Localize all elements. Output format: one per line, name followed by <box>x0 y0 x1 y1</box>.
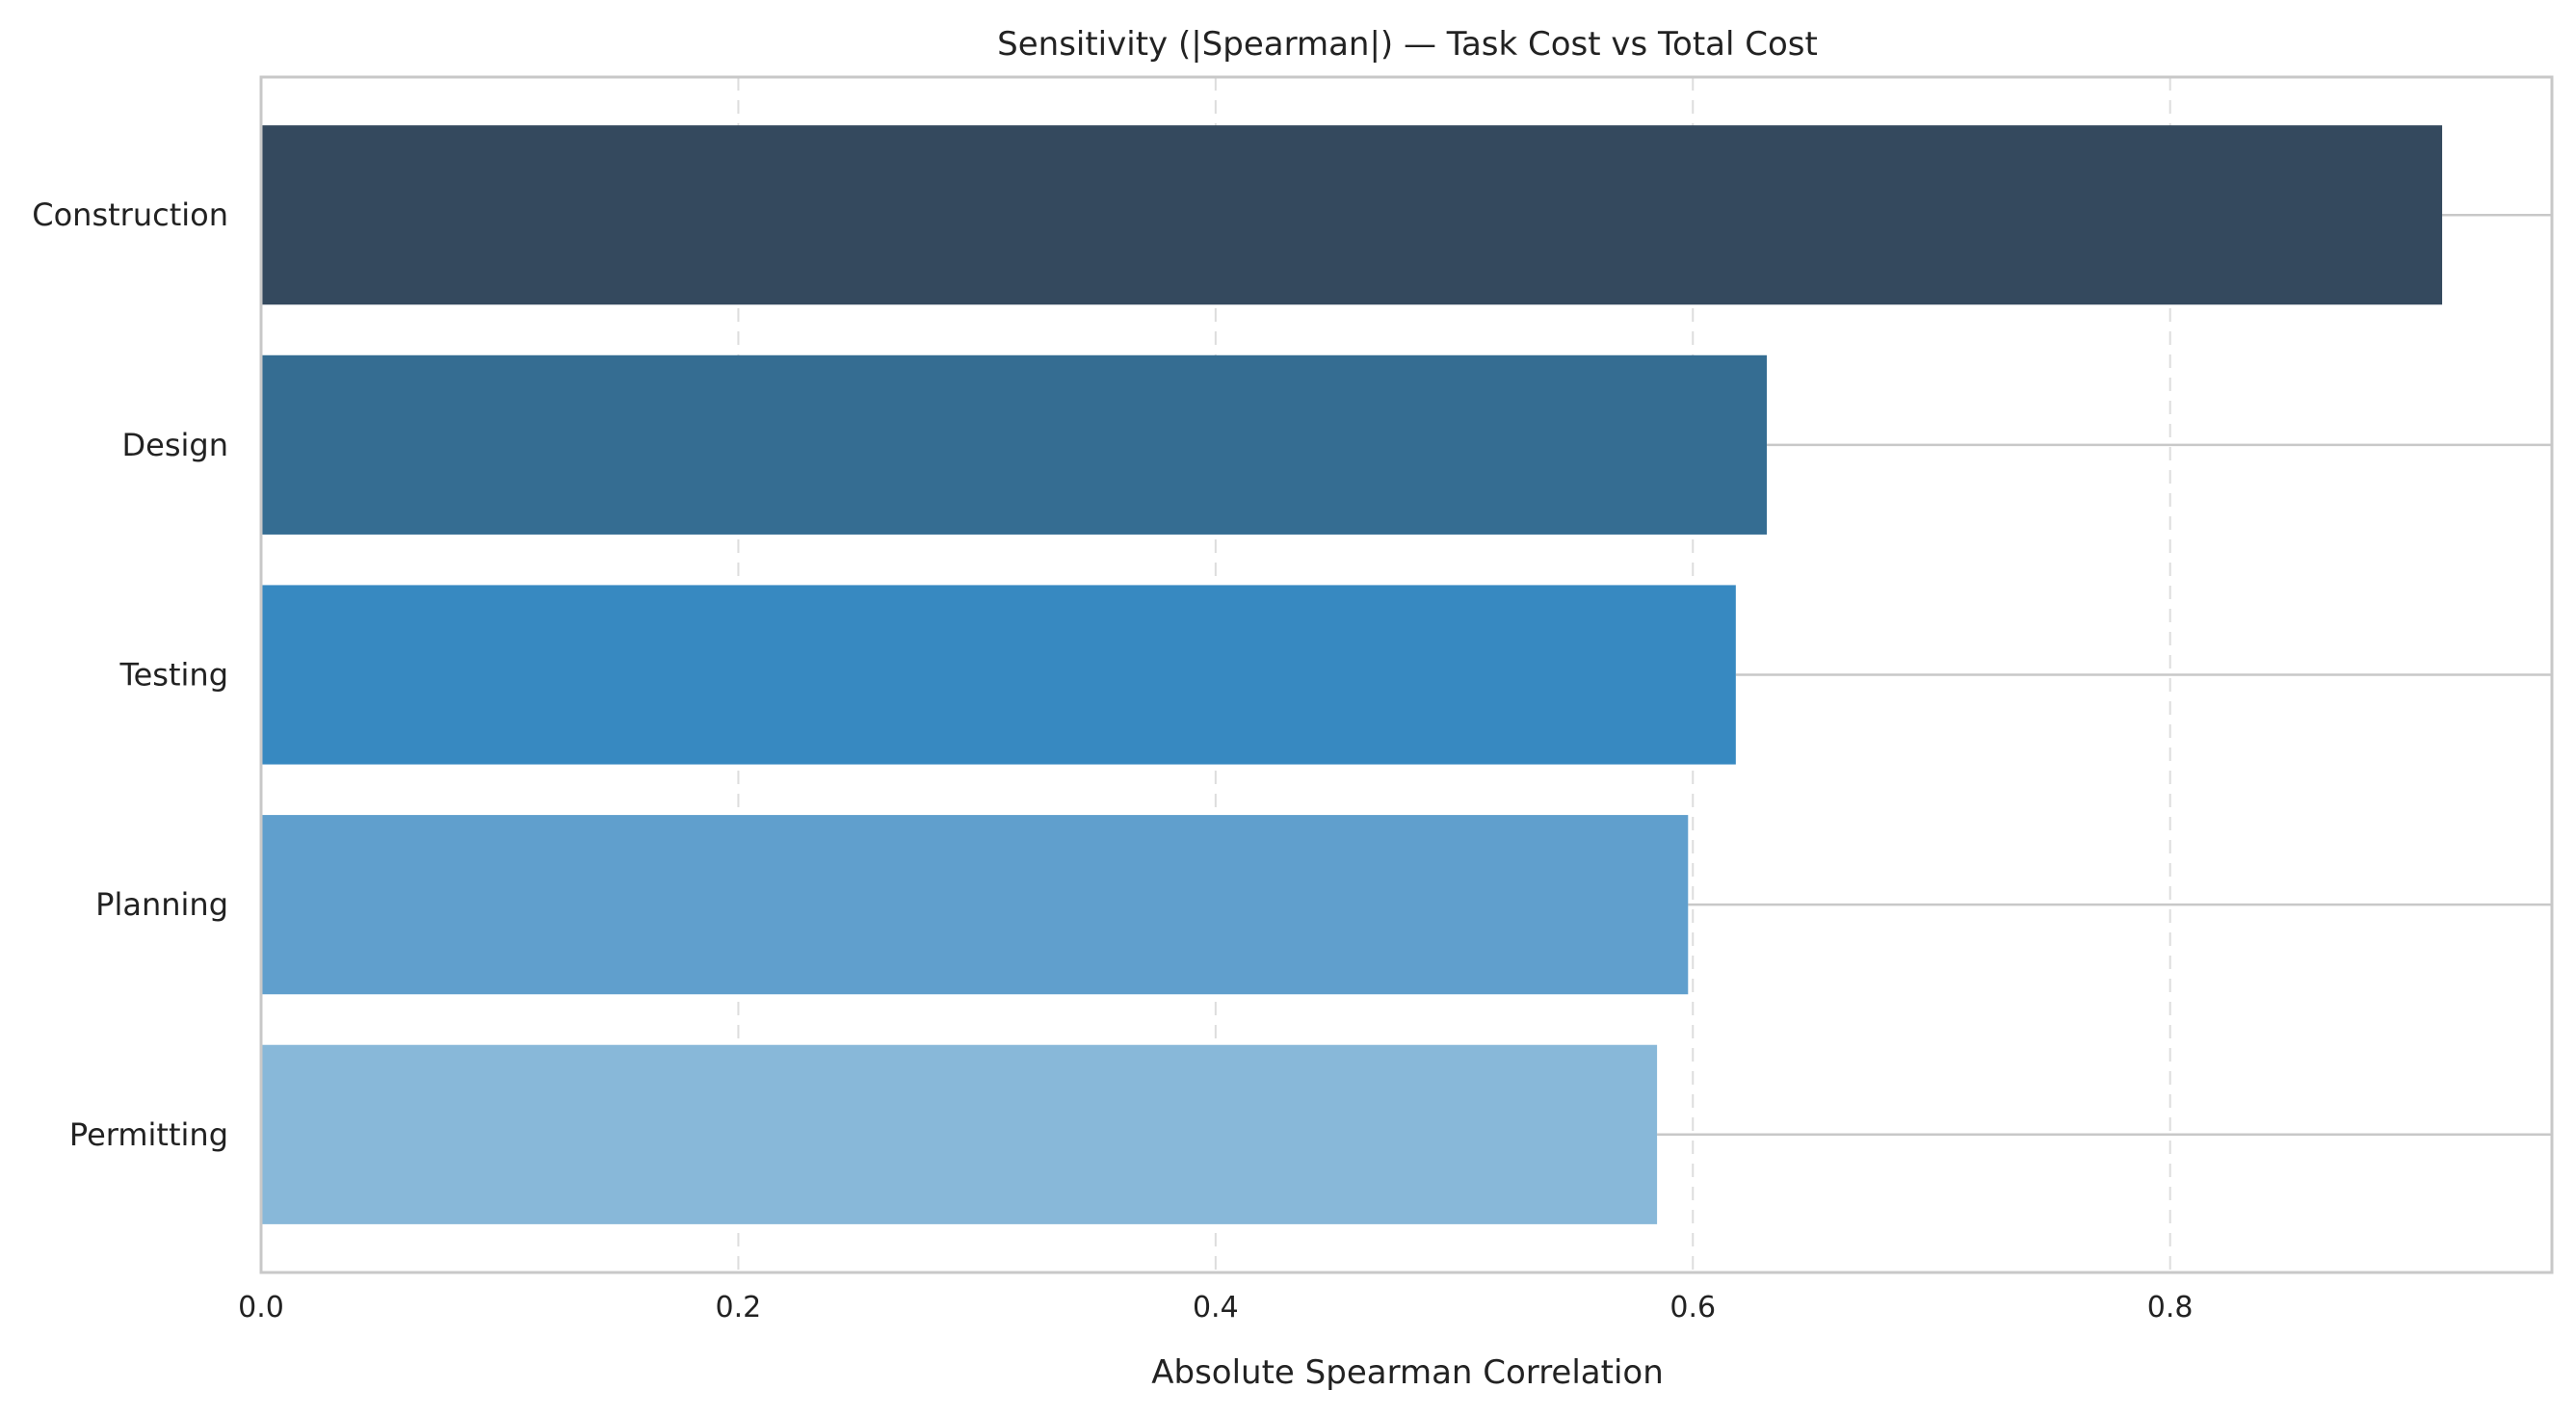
x-tick-label: 0.4 <box>1193 1291 1239 1324</box>
y-tick-label: Permitting <box>69 1116 228 1153</box>
y-tick-label: Construction <box>32 197 228 233</box>
x-tick-label: 0.0 <box>238 1291 284 1324</box>
x-tick-label: 0.8 <box>2147 1291 2194 1324</box>
y-tick-label: Planning <box>95 886 228 923</box>
y-tick-label: Design <box>122 427 228 463</box>
plot-frame <box>259 75 2554 1274</box>
bars <box>261 125 2443 1224</box>
row-guides <box>1657 213 2552 1137</box>
x-axis-label: Absolute Spearman Correlation <box>1151 1353 1664 1392</box>
bar-permitting <box>261 1044 1658 1224</box>
x-tick-labels: 0.0 0.2 0.4 0.6 0.8 <box>238 1291 2193 1324</box>
bar-testing <box>261 585 1736 765</box>
y-tick-labels: Construction Design Testing Planning Permitt… <box>32 197 228 1153</box>
chart-title: Sensitivity (|Spearman|) — Task Cost vs … <box>997 25 1818 64</box>
bar-planning <box>261 815 1689 995</box>
y-tick-label: Testing <box>119 657 229 694</box>
bar-construction <box>261 125 2443 305</box>
bar-design <box>261 354 1768 535</box>
x-tick-label: 0.6 <box>1669 1291 1716 1324</box>
x-tick-label: 0.2 <box>716 1291 762 1324</box>
